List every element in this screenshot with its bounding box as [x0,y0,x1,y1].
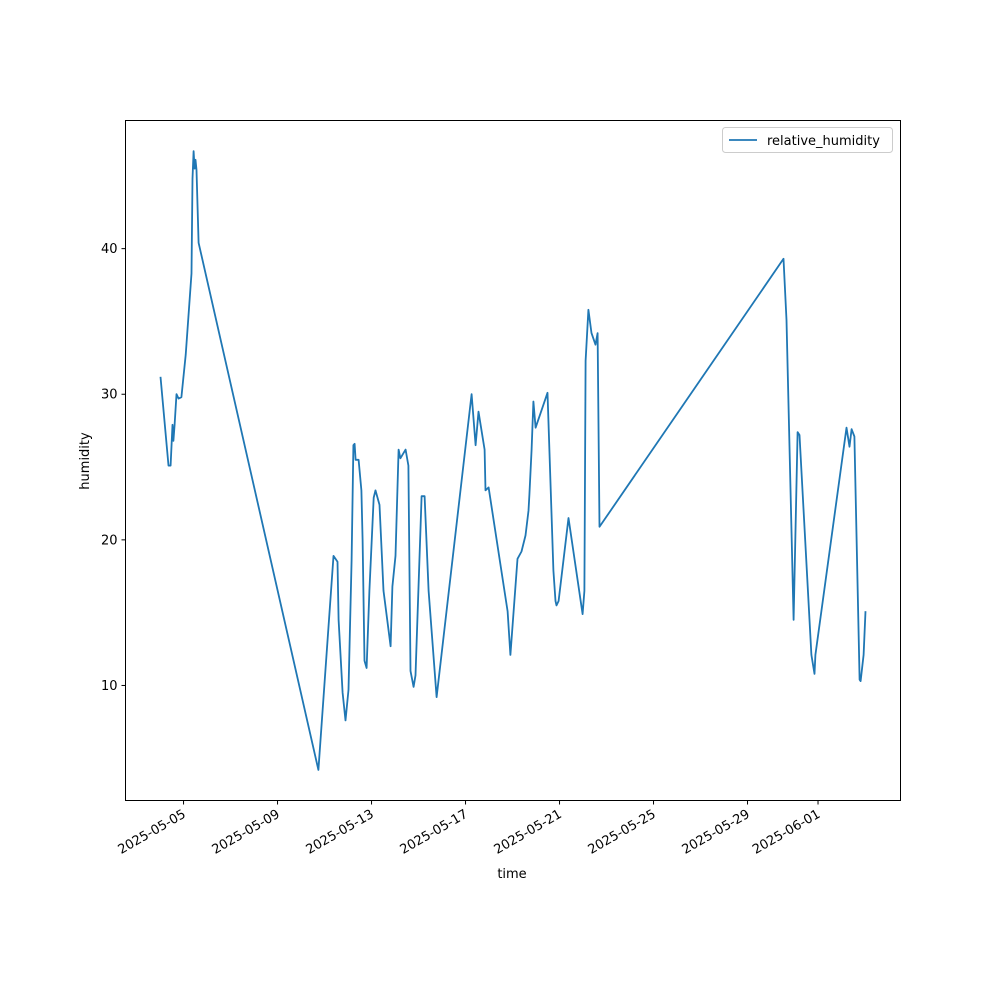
x-tick-label: 2025-05-13 [304,807,377,858]
x-tick-label: 2025-05-25 [586,807,659,858]
y-tick-label: 40 [101,242,118,257]
y-tick-label: 10 [101,679,118,694]
x-tick-label: 2025-05-09 [210,807,283,858]
series-line-relative-humidity [159,150,867,771]
y-tick-label: 30 [101,388,118,403]
legend: relative_humidity [722,127,893,153]
x-tick-label: 2025-05-21 [492,807,565,858]
legend-box [722,127,893,153]
x-tick-label: 2025-05-05 [116,807,189,858]
y-tick-label: 20 [101,533,118,548]
y-axis-label: humidity [78,432,93,490]
x-tick-label: 2025-05-17 [398,807,471,858]
x-axis-label: time [497,867,526,882]
x-tick-label: 2025-06-01 [750,807,823,858]
plot-area [125,120,901,801]
legend-label: relative_humidity [767,134,880,149]
x-tick-label: 2025-05-29 [680,807,753,858]
